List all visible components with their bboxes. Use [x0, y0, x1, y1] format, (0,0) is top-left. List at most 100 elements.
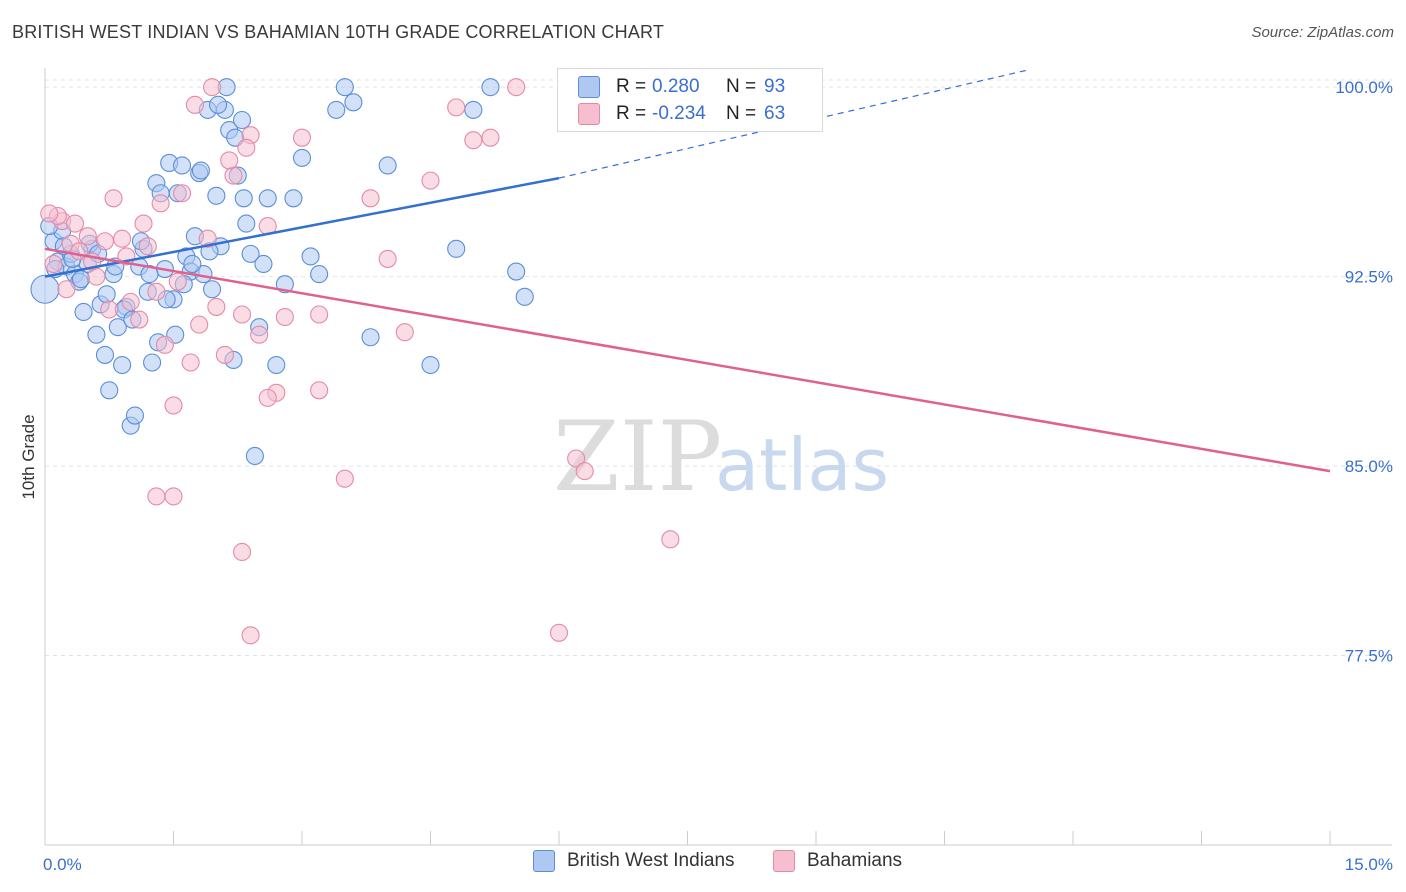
data-point [575, 462, 594, 481]
data-point [395, 323, 414, 342]
data-point [284, 189, 303, 208]
trend-line-bahamians [44, 247, 1331, 473]
data-point [421, 355, 440, 375]
x-tick-label-max: 15.0% [1345, 855, 1393, 874]
legend-r-value: 0.280 [652, 76, 700, 97]
data-point [361, 189, 380, 208]
gridlines [45, 79, 1392, 657]
data-point [661, 530, 680, 549]
y-tick-label: 85.0% [1345, 457, 1393, 476]
data-point [57, 280, 76, 299]
data-point [185, 95, 204, 114]
data-point [250, 325, 269, 344]
data-point [190, 315, 209, 334]
data-point [113, 229, 132, 248]
data-point [301, 247, 320, 266]
x-tick-label-min: 0.0% [43, 855, 82, 874]
data-point [71, 270, 91, 289]
data-point [97, 285, 116, 304]
series-bahamians [40, 78, 680, 645]
legend-n-label: N = [726, 103, 757, 124]
legend-n-label: N = [726, 76, 757, 97]
data-point [447, 239, 466, 258]
data-point [237, 138, 256, 157]
legend-n-value: 93 [764, 76, 786, 97]
data-point [143, 353, 162, 372]
data-point [245, 446, 264, 466]
data-point [100, 300, 119, 319]
data-point [30, 274, 60, 304]
data-point [267, 355, 286, 375]
data-point [198, 229, 217, 248]
series-british-west-indians [30, 78, 534, 466]
bottom-legend-bahamians[interactable]: Bahamians [773, 850, 902, 872]
data-point [173, 156, 192, 175]
data-point [155, 335, 174, 354]
data-point [121, 292, 140, 311]
data-point [464, 100, 483, 119]
chart-title: BRITISH WEST INDIAN VS BAHAMIAN 10TH GRA… [12, 22, 665, 42]
watermark-atlas: atlas [715, 423, 889, 507]
legend-swatch-pink [578, 103, 600, 125]
y-tick-label: 77.5% [1345, 647, 1393, 666]
data-point [191, 161, 210, 180]
data-point [549, 623, 569, 642]
data-point [138, 237, 157, 256]
data-point [464, 131, 483, 150]
legend: R = 0.280 N = 93 R = -0.234 N = 63 [557, 68, 823, 132]
data-point [232, 110, 252, 130]
y-tick-label: 92.5% [1345, 268, 1393, 287]
data-point [232, 542, 252, 562]
data-point [335, 78, 354, 97]
data-point [104, 189, 123, 208]
data-point [215, 345, 234, 364]
bottom-legend-british-west-indians[interactable]: British West Indians [533, 850, 735, 872]
trend-line-british-west-indians [44, 176, 560, 278]
data-point [168, 272, 187, 291]
data-point [310, 265, 329, 284]
legend-n-value: 63 [764, 103, 786, 124]
data-point [378, 156, 397, 175]
data-point [164, 487, 183, 506]
tick-labels: 77.5% 85.0% 92.5% 100.0% 0.0% 15.0% [43, 78, 1393, 874]
data-point [44, 254, 63, 274]
data-point [327, 100, 346, 119]
data-point [310, 305, 329, 324]
data-point [310, 381, 329, 400]
bottom-legend-swatch-blue [533, 850, 555, 872]
trend-line-extension [558, 68, 1031, 179]
data-point [78, 227, 97, 246]
data-point [481, 128, 500, 147]
data-point [203, 280, 222, 299]
data-point [134, 214, 153, 233]
data-point [208, 95, 228, 114]
data-point [207, 186, 226, 205]
data-point [515, 287, 534, 306]
trend-lines [44, 68, 1331, 473]
data-point [113, 355, 132, 375]
data-point [173, 184, 192, 203]
data-point [147, 282, 166, 301]
data-point [181, 353, 200, 372]
y-tick-label: 100.0% [1335, 78, 1393, 97]
data-point [183, 254, 202, 274]
data-point [87, 267, 106, 286]
data-point [241, 244, 260, 263]
data-point [95, 232, 115, 251]
data-point [507, 262, 526, 281]
data-point [108, 318, 127, 337]
bottom-legend-label: British West Indians [567, 850, 735, 871]
data-point [241, 626, 260, 645]
data-point [95, 345, 115, 364]
data-point [292, 128, 312, 147]
legend-swatch-blue [578, 76, 600, 98]
data-point [40, 204, 59, 223]
data-point [237, 214, 256, 233]
data-point [203, 78, 222, 97]
data-point [378, 249, 397, 268]
data-point [87, 325, 106, 344]
y-axis-label: 10th Grade [19, 414, 38, 499]
data-point [140, 265, 159, 284]
data-point [65, 214, 85, 233]
